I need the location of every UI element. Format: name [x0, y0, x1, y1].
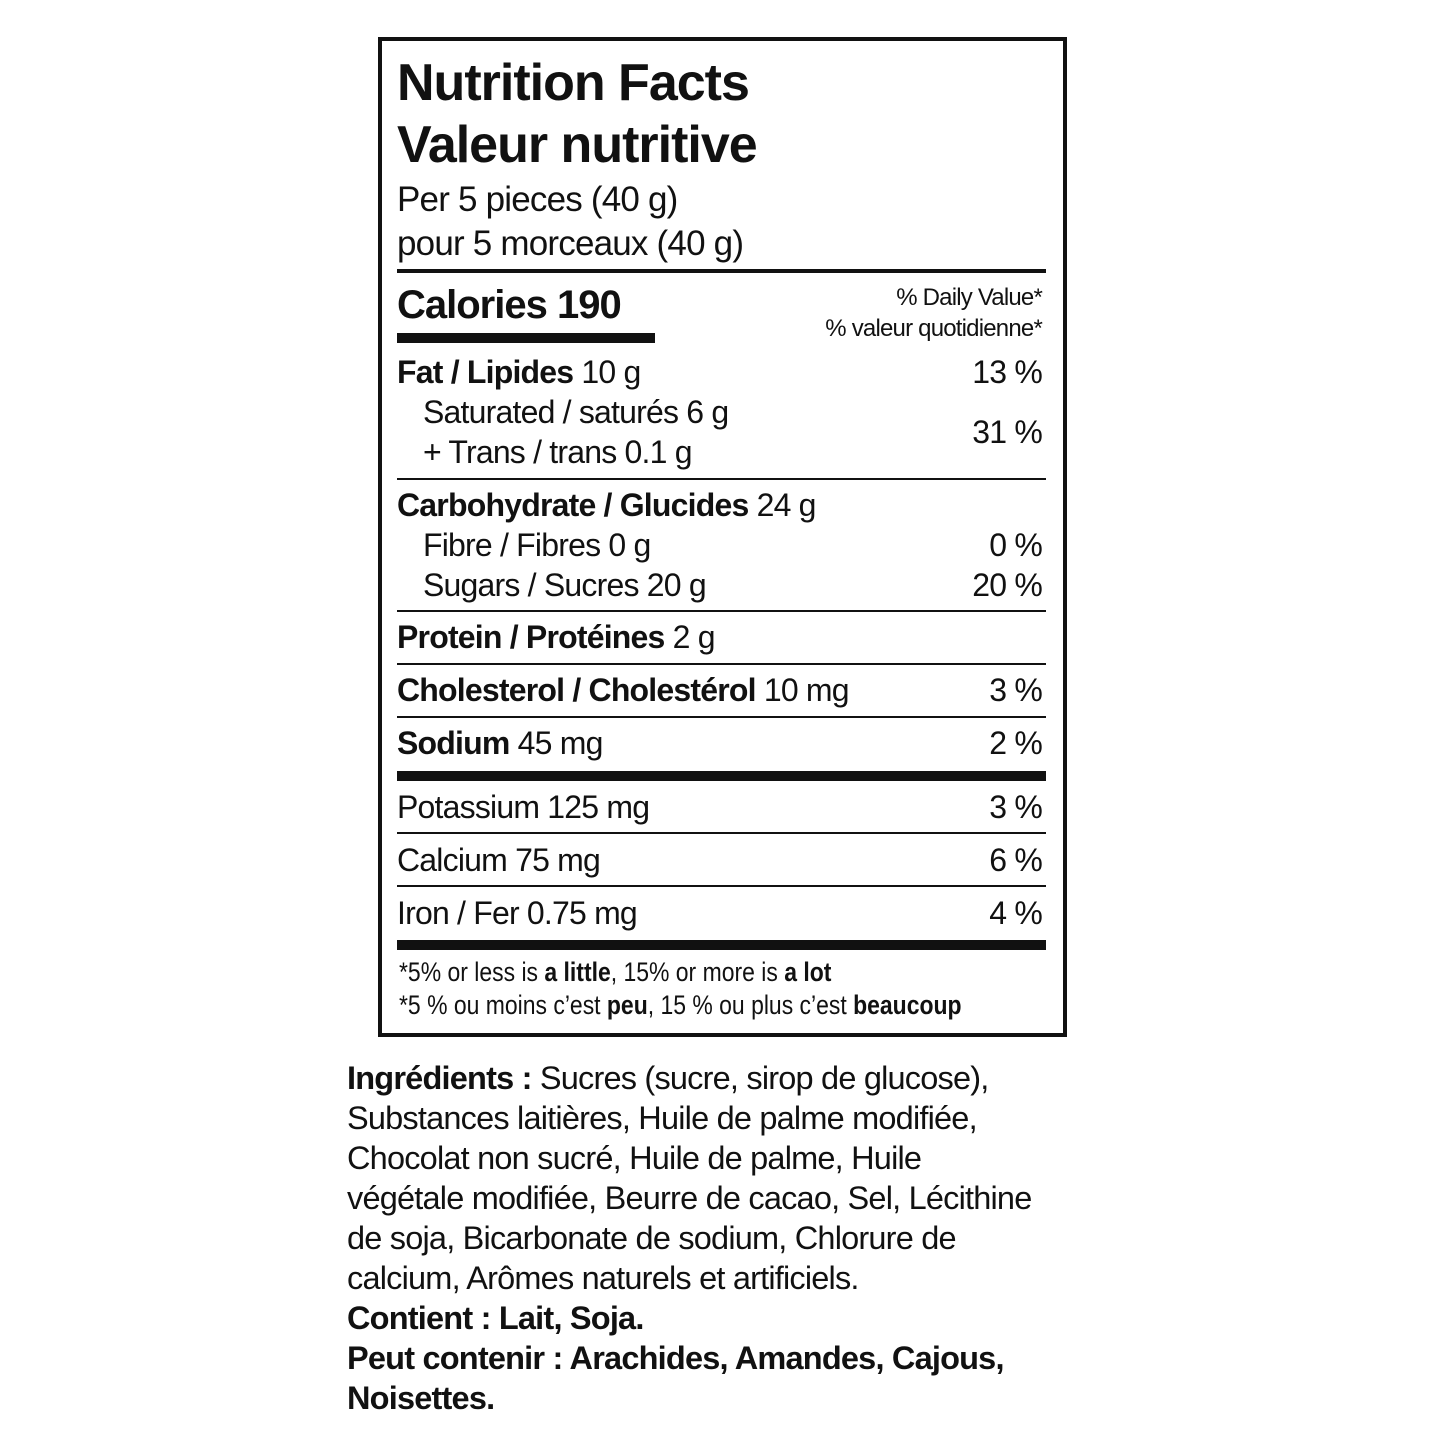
ingredients-line: calcium, Arômes naturels et artificiels.: [347, 1260, 859, 1296]
sodium-dv: 2 %: [989, 725, 1043, 761]
fat-row: Fat / Lipides 10 g: [397, 354, 641, 390]
title-fr: Valeur nutritive: [397, 116, 758, 174]
potassium-row: Potassium 125 mg: [397, 789, 650, 825]
sugars-dv: 20 %: [972, 567, 1043, 603]
saturated-row: Saturated / saturés 6 g: [423, 394, 729, 430]
potassium-dv: 3 %: [989, 789, 1043, 825]
ingredients-line: de soja, Bicarbonate de sodium, Chlorure…: [347, 1220, 957, 1256]
iron-row: Iron / Fer 0.75 mg: [397, 895, 638, 931]
serving-size-en: Per 5 pieces (40 g): [397, 180, 678, 219]
serving-size-fr: pour 5 morceaux (40 g): [397, 224, 744, 263]
footnote-en: *5% or less is a little, 15% or more is …: [399, 957, 832, 987]
ingredients-line: Ingrédients : Sucres (sucre, sirop de gl…: [347, 1060, 989, 1096]
rule: [397, 832, 1046, 834]
fibre-row: Fibre / Fibres 0 g: [423, 527, 651, 563]
fibre-dv: 0 %: [989, 527, 1043, 563]
allergens-may-contain: Peut contenir : Arachides, Amandes, Cajo…: [347, 1340, 1004, 1376]
calcium-dv: 6 %: [989, 842, 1043, 878]
dv-header-en: % Daily Value*: [896, 284, 1043, 311]
rule: [397, 885, 1046, 887]
rule: [397, 269, 1046, 273]
dv-header-fr: % valeur quotidienne*: [825, 315, 1043, 342]
iron-dv: 4 %: [989, 895, 1043, 931]
allergens-contains: Contient : Lait, Soja.: [347, 1300, 644, 1336]
nutrition-facts-table: [378, 37, 1067, 1037]
rule: [397, 478, 1046, 480]
title-en: Nutrition Facts: [397, 54, 750, 112]
ingredients-line: Chocolat non sucré, Huile de palme, Huil…: [347, 1140, 922, 1176]
carb-row: Carbohydrate / Glucides 24 g: [397, 487, 816, 523]
calories-bar: [397, 333, 655, 343]
footnote-fr: *5 % ou moins c’est peu, 15 % ou plus c’…: [399, 990, 962, 1020]
thick-rule: [397, 940, 1046, 950]
cholesterol-row: Cholesterol / Cholestérol 10 mg: [397, 672, 850, 708]
sodium-row: Sodium 45 mg: [397, 725, 603, 761]
protein-row: Protein / Protéines 2 g: [397, 619, 716, 655]
cholesterol-dv: 3 %: [989, 672, 1043, 708]
ingredients-line: végétale modifiée, Beurre de cacao, Sel,…: [347, 1180, 1032, 1216]
allergens-may-contain-cont: Noisettes.: [347, 1380, 495, 1416]
sugars-row: Sugars / Sucres 20 g: [423, 567, 707, 603]
trans-row: + Trans / trans 0.1 g: [423, 434, 692, 470]
fat-dv: 13 %: [972, 354, 1043, 390]
calories: Calories 190: [397, 283, 622, 327]
sat-trans-dv: 31 %: [972, 414, 1043, 450]
calcium-row: Calcium 75 mg: [397, 842, 601, 878]
ingredients-line: Substances laitières, Huile de palme mod…: [347, 1100, 978, 1136]
rule: [397, 610, 1046, 612]
rule: [397, 716, 1046, 718]
rule: [397, 663, 1046, 665]
thick-rule: [397, 771, 1046, 781]
